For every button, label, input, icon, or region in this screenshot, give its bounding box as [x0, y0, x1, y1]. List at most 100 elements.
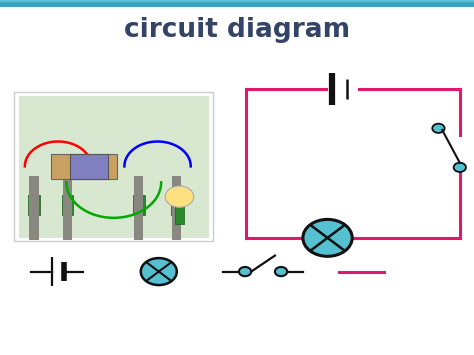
Circle shape [303, 219, 352, 256]
Bar [0, 2, 474, 6]
Bar [0, 1, 474, 5]
Bar [0, 3, 474, 7]
Bar [171, 195, 182, 214]
Bar [0, 2, 474, 5]
Bar [0, 3, 474, 7]
Bar [51, 154, 117, 179]
Bar [0, 2, 474, 6]
Bar [0, 3, 474, 6]
Bar [0, 2, 474, 6]
Bar [0, 2, 474, 6]
Bar [0, 0, 474, 4]
Bar [0, 1, 474, 4]
Bar [0, 1, 474, 4]
Bar [19, 96, 209, 238]
Bar [0, 1, 474, 5]
Bar [0, 0, 474, 4]
Bar [0, 2, 474, 5]
Bar [0, 3, 474, 6]
Bar [0, 0, 474, 4]
Bar [0, 2, 474, 6]
Bar [0, 1, 474, 5]
Circle shape [165, 186, 194, 207]
Bar [0, 4, 474, 7]
Circle shape [432, 124, 445, 133]
Bar [0, 2, 474, 6]
Bar [0, 3, 474, 7]
Bar [0, 2, 474, 6]
Bar [0, 1, 474, 5]
Bar [0, 0, 474, 4]
Bar [0, 3, 474, 6]
Bar [0, 0, 474, 4]
Bar [0, 2, 474, 6]
Bar [0, 1, 474, 4]
Bar [0, 1, 474, 4]
Text: Draw a series electric circuits using symbols below;: Draw a series electric circuits using sy… [14, 61, 319, 71]
Bar [0, 3, 474, 7]
Circle shape [275, 267, 287, 276]
Bar [172, 176, 181, 240]
Circle shape [141, 258, 177, 285]
Bar [62, 195, 73, 214]
Bar [0, 0, 474, 4]
Bar [0, 2, 474, 6]
Bar [0, 4, 474, 7]
Bar [0, 1, 474, 5]
Bar [0, 3, 474, 6]
Bar [175, 204, 184, 224]
Bar [0, 2, 474, 5]
Bar [0, 1, 474, 5]
Bar [0, 2, 474, 5]
Circle shape [239, 267, 251, 276]
Bar [0, 3, 474, 6]
Bar [0, 3, 474, 7]
Bar [29, 176, 39, 240]
Bar [0, 1, 474, 4]
Bar [0, 1, 474, 5]
Circle shape [454, 163, 466, 172]
Bar [0, 3, 474, 7]
Bar [0, 3, 474, 7]
Bar [0, 4, 474, 7]
Bar [0, 2, 474, 6]
Bar [0, 3, 474, 7]
Bar [0, 2, 474, 6]
Bar [0, 0, 474, 4]
Bar [0, 0, 474, 4]
Bar [0, 0, 474, 4]
Bar [0, 2, 474, 6]
Bar [0, 4, 474, 7]
Bar [63, 176, 72, 240]
Text: switch: switch [242, 313, 284, 326]
Bar [0, 2, 474, 5]
Bar [0, 3, 474, 7]
Bar [0, 1, 474, 5]
Bar [0, 1, 474, 5]
Bar [0, 1, 474, 5]
Bar [0, 3, 474, 6]
Bar [0, 3, 474, 6]
Bar [0, 0, 474, 4]
Bar [0, 0, 474, 4]
Bar [70, 154, 108, 179]
Bar [0, 0, 474, 4]
Bar [0, 3, 474, 6]
Bar [0, 2, 474, 6]
Text: cell: cell [46, 313, 68, 326]
Bar [0, 2, 474, 5]
Bar [0, 1, 474, 4]
Bar [0, 2, 474, 6]
Bar [14, 92, 213, 241]
Bar [0, 1, 474, 5]
Bar [0, 2, 474, 5]
Bar [0, 0, 474, 4]
Bar [0, 1, 474, 5]
Bar [0, 3, 474, 7]
Text: circuit diagram: circuit diagram [124, 17, 350, 43]
Bar [0, 2, 474, 6]
Bar [0, 0, 474, 4]
Text: lamp: lamp [143, 313, 175, 326]
Bar [0, 1, 474, 5]
Bar [133, 195, 145, 214]
